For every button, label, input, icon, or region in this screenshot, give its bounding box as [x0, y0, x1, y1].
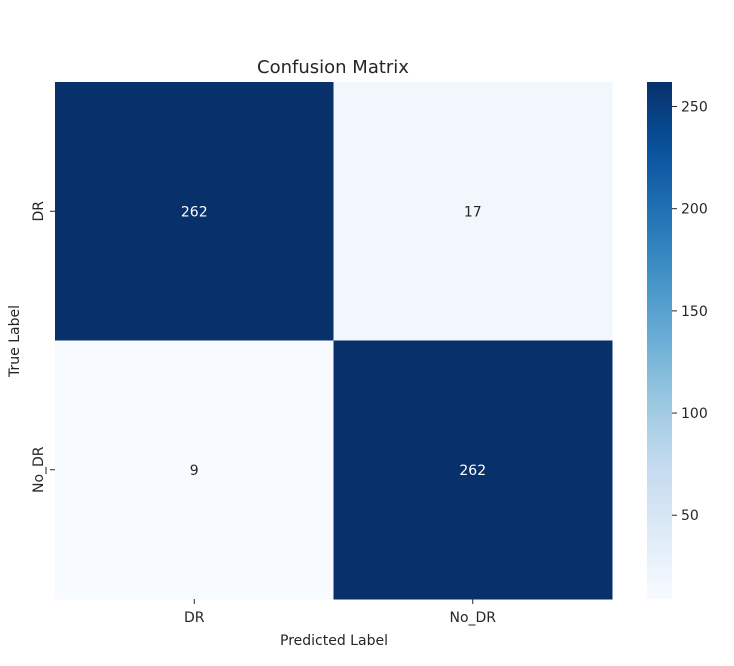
cell-annotations: 262 17 9 262 — [181, 204, 486, 479]
y-tick-label: No_DR — [31, 446, 47, 493]
colorbar-tick-label: 200 — [681, 202, 708, 218]
heatmap-cell — [333, 82, 613, 341]
y-tick-label: DR — [31, 201, 47, 222]
colorbar-tick-label: 50 — [681, 508, 699, 524]
heatmap-cell — [55, 82, 334, 341]
x-tick-label: DR — [184, 610, 205, 626]
colorbar-ticks: 50 100 150 200 250 — [672, 100, 708, 524]
x-axis-label: Predicted Label — [280, 633, 388, 649]
cell-value-label: 262 — [459, 463, 486, 479]
heatmap-cells — [55, 82, 613, 600]
colorbar-tick-label: 150 — [681, 304, 708, 320]
colorbar-tick-label: 250 — [681, 100, 708, 116]
colorbar-gradient — [647, 82, 672, 599]
colorbar: 50 100 150 200 250 — [647, 82, 708, 599]
x-tick-label: No_DR — [449, 610, 496, 626]
cell-value-label: 262 — [181, 204, 208, 220]
y-axis-label: True Label — [7, 305, 23, 378]
chart-title: Confusion Matrix — [257, 57, 409, 78]
heatmap-cell — [55, 340, 334, 600]
cell-value-label: 9 — [190, 463, 199, 479]
colorbar-tick-label: 100 — [681, 406, 708, 422]
y-axis: DR No_DR — [31, 201, 55, 493]
x-axis: DR No_DR — [184, 599, 496, 626]
cell-value-label: 17 — [464, 204, 482, 220]
heatmap-cell — [333, 340, 613, 600]
